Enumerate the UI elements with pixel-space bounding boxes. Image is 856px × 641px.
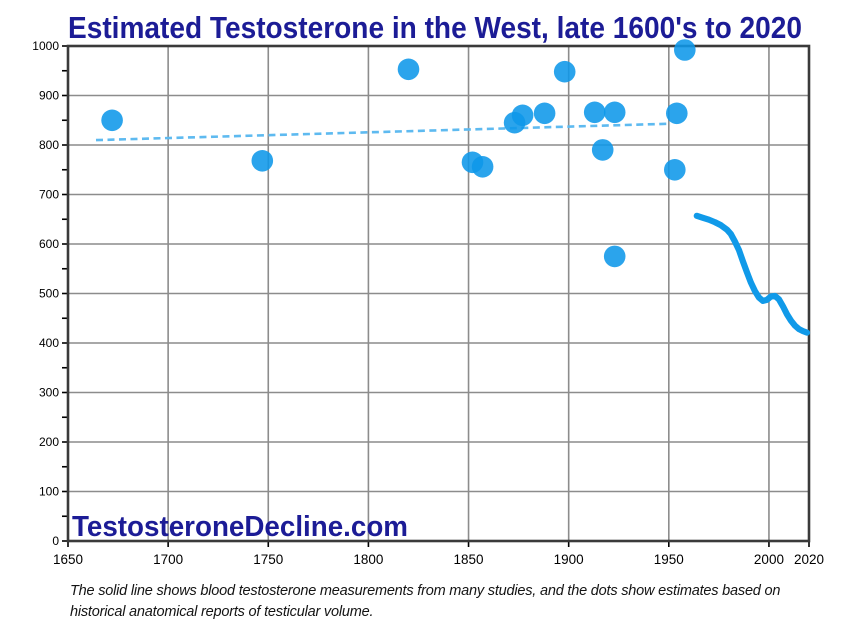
data-dot (666, 102, 688, 125)
data-dot (664, 159, 686, 181)
data-dot (471, 156, 494, 178)
data-dot (101, 109, 123, 132)
y-axis-tick-label: 900 (39, 89, 59, 103)
x-axis-tick-label: 2000 (754, 552, 784, 567)
x-axis-tick-label: 1750 (253, 552, 283, 567)
x-axis-tick-label: 1700 (153, 552, 183, 567)
axis-label-layer: 1650 1700 1750 1800 1850 1900 1950 2000 2020 0 100… (32, 39, 824, 567)
y-axis-tick-label: 200 (39, 435, 59, 449)
caption-line-1: The solid line shows blood testosterone … (70, 583, 781, 599)
series-layer (95, 39, 811, 336)
trend-line-dashed (95, 122, 671, 142)
data-dot (397, 58, 420, 81)
x-axis-tick-label: 1900 (554, 552, 584, 567)
y-axis-tick-label: 800 (39, 138, 59, 152)
chart-title: Estimated Testosterone in the West, late… (68, 10, 802, 45)
testosterone-chart: 1650 1700 1750 1800 1850 1900 1950 2000 2020 0 100… (32, 10, 824, 567)
data-dot (533, 102, 556, 125)
caption: The solid line shows blood testosterone … (70, 581, 830, 622)
y-axis-tick-label: 700 (39, 188, 59, 202)
y-axis-tick-label: 400 (39, 336, 59, 350)
caption-line-2: historical anatomical reports of testicu… (70, 603, 374, 620)
y-axis-tick-label: 600 (39, 237, 59, 251)
data-dot (251, 150, 274, 172)
y-axis-tick-label: 0 (52, 534, 59, 548)
grid-layer (68, 46, 809, 541)
data-dot (603, 245, 626, 268)
x-axis-tick-label: 1650 (53, 552, 83, 567)
x-axis-tick-label: 2020 (794, 552, 824, 567)
y-axis-tick-label: 300 (39, 386, 59, 400)
data-dot (591, 139, 614, 161)
x-axis-tick-label: 1850 (454, 552, 484, 567)
y-axis-tick-label: 1000 (32, 39, 59, 53)
data-dot (583, 101, 606, 124)
data-dot (674, 39, 696, 61)
data-dot (511, 104, 534, 127)
data-dot (603, 101, 626, 124)
measurement-line-solid (693, 212, 811, 336)
watermark-text: TestosteroneDecline.com (72, 511, 408, 543)
x-axis-tick-label: 1800 (353, 552, 383, 567)
data-dot (553, 60, 576, 83)
x-axis-tick-label: 1950 (654, 552, 684, 567)
tick-layer (62, 45, 810, 547)
y-axis-tick-label: 100 (39, 485, 59, 499)
y-axis-tick-label: 500 (39, 287, 59, 301)
plot-border (66, 44, 811, 543)
